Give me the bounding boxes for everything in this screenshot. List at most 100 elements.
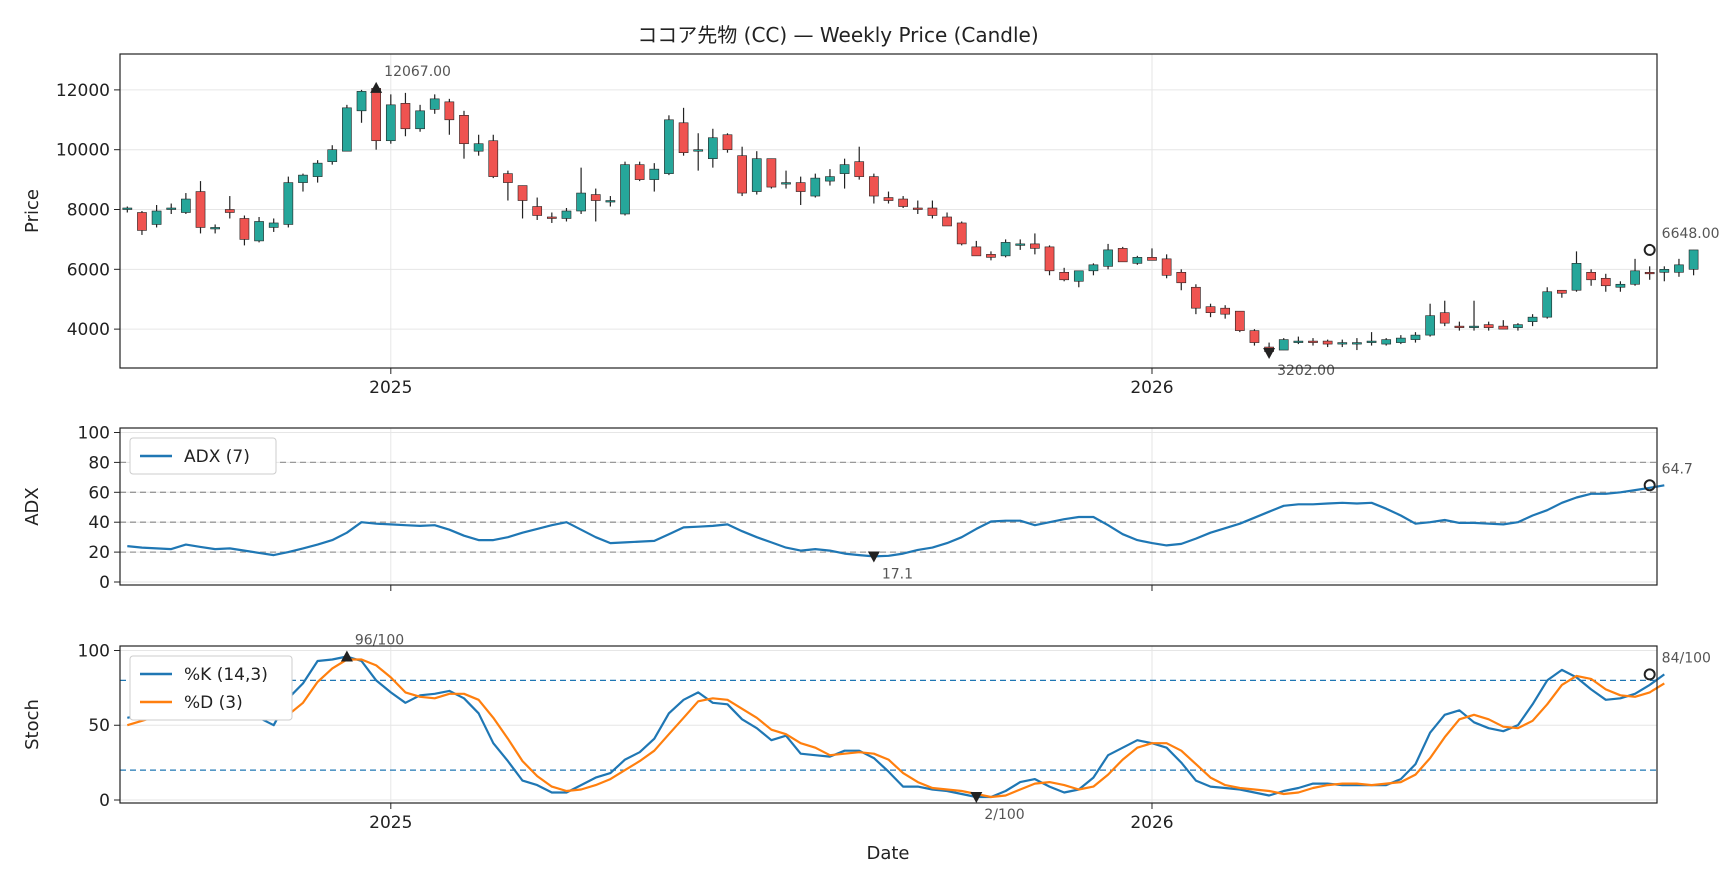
candle-body: [576, 192, 586, 212]
candle-body: [1630, 270, 1640, 285]
x-tick-label: 2025: [369, 813, 412, 833]
legend-label: %K (14,3): [184, 665, 268, 685]
candle-body: [561, 210, 572, 219]
candle-body: [1557, 289, 1567, 294]
price-panel: 4000 6000 8000 10000 12000 2025 2026 Price 12067…: [22, 53, 1720, 398]
candle-body: [254, 221, 264, 242]
y-tick-label: 20: [88, 543, 110, 563]
y-tick-label: 12000: [56, 81, 110, 101]
candle-body: [825, 176, 835, 182]
candle-body: [166, 207, 177, 210]
annotation-marker: [867, 551, 880, 563]
candle-body: [1454, 325, 1465, 328]
y-axis-label: Price: [22, 189, 43, 233]
annotation-label: 96/100: [355, 632, 404, 648]
candle-body: [927, 207, 938, 216]
y-tick-label: 40: [88, 513, 110, 533]
y-axis-label: ADX: [22, 487, 43, 526]
y-tick-label: 100: [78, 641, 110, 661]
candle-body: [429, 98, 440, 110]
candle-body: [956, 222, 967, 245]
candle-body: [1015, 243, 1026, 246]
candle-body: [473, 143, 484, 152]
candle-body: [590, 194, 601, 201]
candle-body: [488, 140, 499, 177]
candle-body: [664, 119, 674, 174]
legend-box: [129, 437, 277, 475]
candle-body: [942, 216, 952, 227]
candle-body: [1103, 249, 1113, 267]
x-tick-label: 2026: [1130, 813, 1173, 833]
candle-body: [1688, 249, 1699, 270]
series-line: [126, 658, 1665, 799]
candle-body: [1527, 316, 1538, 322]
candle-body: [327, 149, 338, 162]
candle-body: [781, 182, 791, 185]
candle-body: [1073, 270, 1084, 282]
annotation-label: 3202.00: [1277, 363, 1335, 379]
candle-body: [415, 110, 425, 130]
chart-title: ココア先物 (CC) — Weekly Price (Candle): [637, 23, 1038, 47]
candle-body: [634, 164, 645, 180]
annotation-label: 12067.00: [384, 64, 451, 80]
candle-body: [605, 200, 616, 203]
annotation-marker: [370, 81, 383, 93]
candle-body: [693, 149, 704, 152]
candle-body: [546, 216, 557, 219]
candle-body: [1030, 243, 1040, 249]
candle-body: [312, 162, 323, 177]
candle-body: [224, 209, 235, 213]
candle-body: [1176, 272, 1187, 284]
annotation-label: 2/100: [984, 807, 1024, 823]
candle-body: [1000, 242, 1011, 257]
candle-body: [1542, 291, 1553, 318]
candle-body: [517, 185, 528, 201]
candle-body: [1425, 315, 1435, 336]
series-line: [127, 655, 1665, 799]
candle-body: [1220, 307, 1231, 315]
candle-body: [1498, 325, 1509, 330]
y-tick-label: 4000: [67, 320, 110, 340]
y-tick-label: 50: [88, 716, 110, 736]
candle-body: [854, 161, 865, 177]
candle-body: [1249, 330, 1260, 343]
annotation-marker: [1263, 347, 1276, 359]
candle-body: [986, 254, 996, 258]
y-tick-label: 0: [99, 791, 110, 811]
candle-body: [1278, 339, 1289, 351]
candle-body: [1308, 340, 1318, 343]
y-tick-label: 0: [99, 573, 110, 593]
candle-body: [1410, 334, 1421, 340]
candle-body: [1117, 248, 1128, 263]
candle-body: [1044, 246, 1055, 272]
candle-body: [371, 88, 382, 142]
annotation-marker: [1643, 243, 1656, 256]
x-tick-label: 2025: [369, 378, 412, 398]
candle-body: [1439, 312, 1450, 324]
candle-body: [1293, 340, 1304, 343]
plot-frame: [119, 427, 1658, 586]
y-tick-label: 8000: [67, 201, 110, 221]
candle-body: [1366, 340, 1377, 343]
candle-body: [151, 210, 162, 225]
candle-body: [1600, 277, 1611, 287]
candle-body: [181, 198, 191, 213]
y-tick-label: 6000: [67, 260, 110, 280]
annotation-marker: [1643, 668, 1656, 681]
annotation-marker: [970, 792, 983, 804]
candle-body: [1469, 325, 1479, 328]
candle-body: [1571, 263, 1582, 291]
candle-body: [1352, 342, 1362, 345]
candle-body: [751, 158, 762, 192]
y-tick-label: 10000: [56, 141, 110, 161]
candle-body: [1483, 324, 1494, 328]
plot-frame: [119, 53, 1658, 369]
annotation-label: 6648.00: [1662, 226, 1720, 242]
candle-body: [810, 177, 821, 197]
candle-body: [1322, 340, 1333, 345]
candle-body: [356, 91, 367, 112]
candle-body: [503, 173, 513, 183]
candle-body: [122, 207, 133, 210]
candle-body: [1615, 283, 1626, 288]
